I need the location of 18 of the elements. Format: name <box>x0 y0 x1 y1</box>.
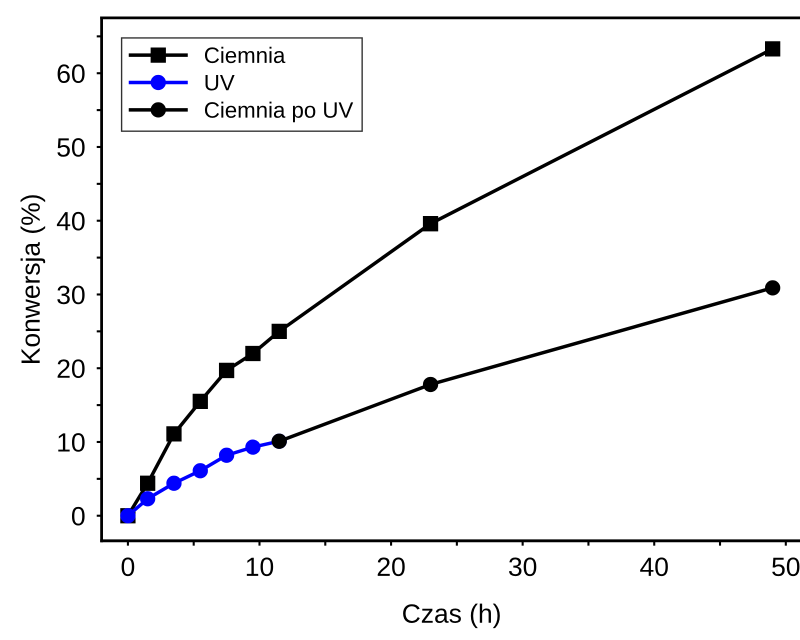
x-axis-title: Czas (h) <box>403 604 500 628</box>
x-tick-label: 0 <box>122 557 134 576</box>
legend-label: UV <box>206 75 235 91</box>
y-tick-label: 40 <box>56 212 85 231</box>
y-tick-label: 10 <box>58 433 85 452</box>
x-tick-label: 50 <box>772 557 800 576</box>
x-tick-label: 20 <box>378 557 405 576</box>
x-tick-label: 10 <box>246 557 274 576</box>
y-axis-title: Konwersja (%) <box>20 195 46 363</box>
y-tick-label: 0 <box>72 506 85 526</box>
x-tick-label: 40 <box>640 557 668 576</box>
y-tick-label: 20 <box>58 359 85 378</box>
y-tick-label: 50 <box>57 138 85 157</box>
x-tick-label: 30 <box>508 557 536 576</box>
legend-label: Ciemnia po UV <box>204 102 354 122</box>
y-tick-label: 60 <box>58 64 85 84</box>
y-tick-label: 30 <box>57 286 85 304</box>
legend-label: Ciemnia <box>204 46 286 64</box>
